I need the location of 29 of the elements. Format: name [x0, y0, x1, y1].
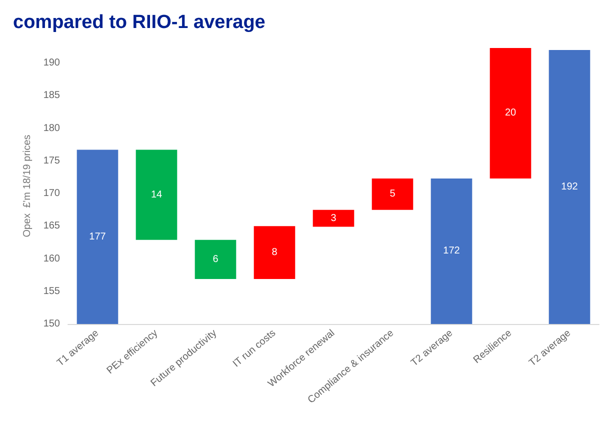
y-tick-label: 175 — [43, 155, 60, 166]
y-tick-label: 165 — [43, 220, 60, 232]
chart-title: compared to RIIO-1 average — [13, 12, 266, 33]
y-tick-label: 180 — [43, 122, 60, 134]
data-label: 6 — [212, 254, 219, 265]
data-label: 5 — [390, 188, 396, 200]
bar — [254, 226, 296, 279]
data-label: 3 — [330, 212, 337, 224]
y-tick-label: 170 — [43, 188, 60, 200]
data-label: 172 — [443, 246, 460, 257]
bar — [430, 178, 472, 324]
bar — [490, 48, 532, 178]
data-label: 20 — [504, 108, 516, 119]
y-tick-label: 155 — [43, 286, 60, 297]
data-label: 8 — [272, 247, 278, 258]
y-tick-label: 185 — [43, 90, 60, 102]
y-tick-label: 160 — [43, 253, 60, 264]
bar — [372, 178, 414, 210]
bar — [312, 210, 354, 227]
bar — [76, 150, 118, 324]
bar — [136, 150, 178, 240]
y-tick-label: 190 — [43, 58, 60, 69]
bar — [194, 240, 236, 279]
bar — [548, 50, 590, 324]
data-label: 14 — [150, 189, 162, 200]
y-axis-title: Opex £'m 18/19 prices — [22, 134, 33, 238]
y-tick-label: 150 — [43, 318, 60, 330]
data-label: 177 — [89, 231, 106, 242]
data-label: 192 — [561, 181, 578, 192]
